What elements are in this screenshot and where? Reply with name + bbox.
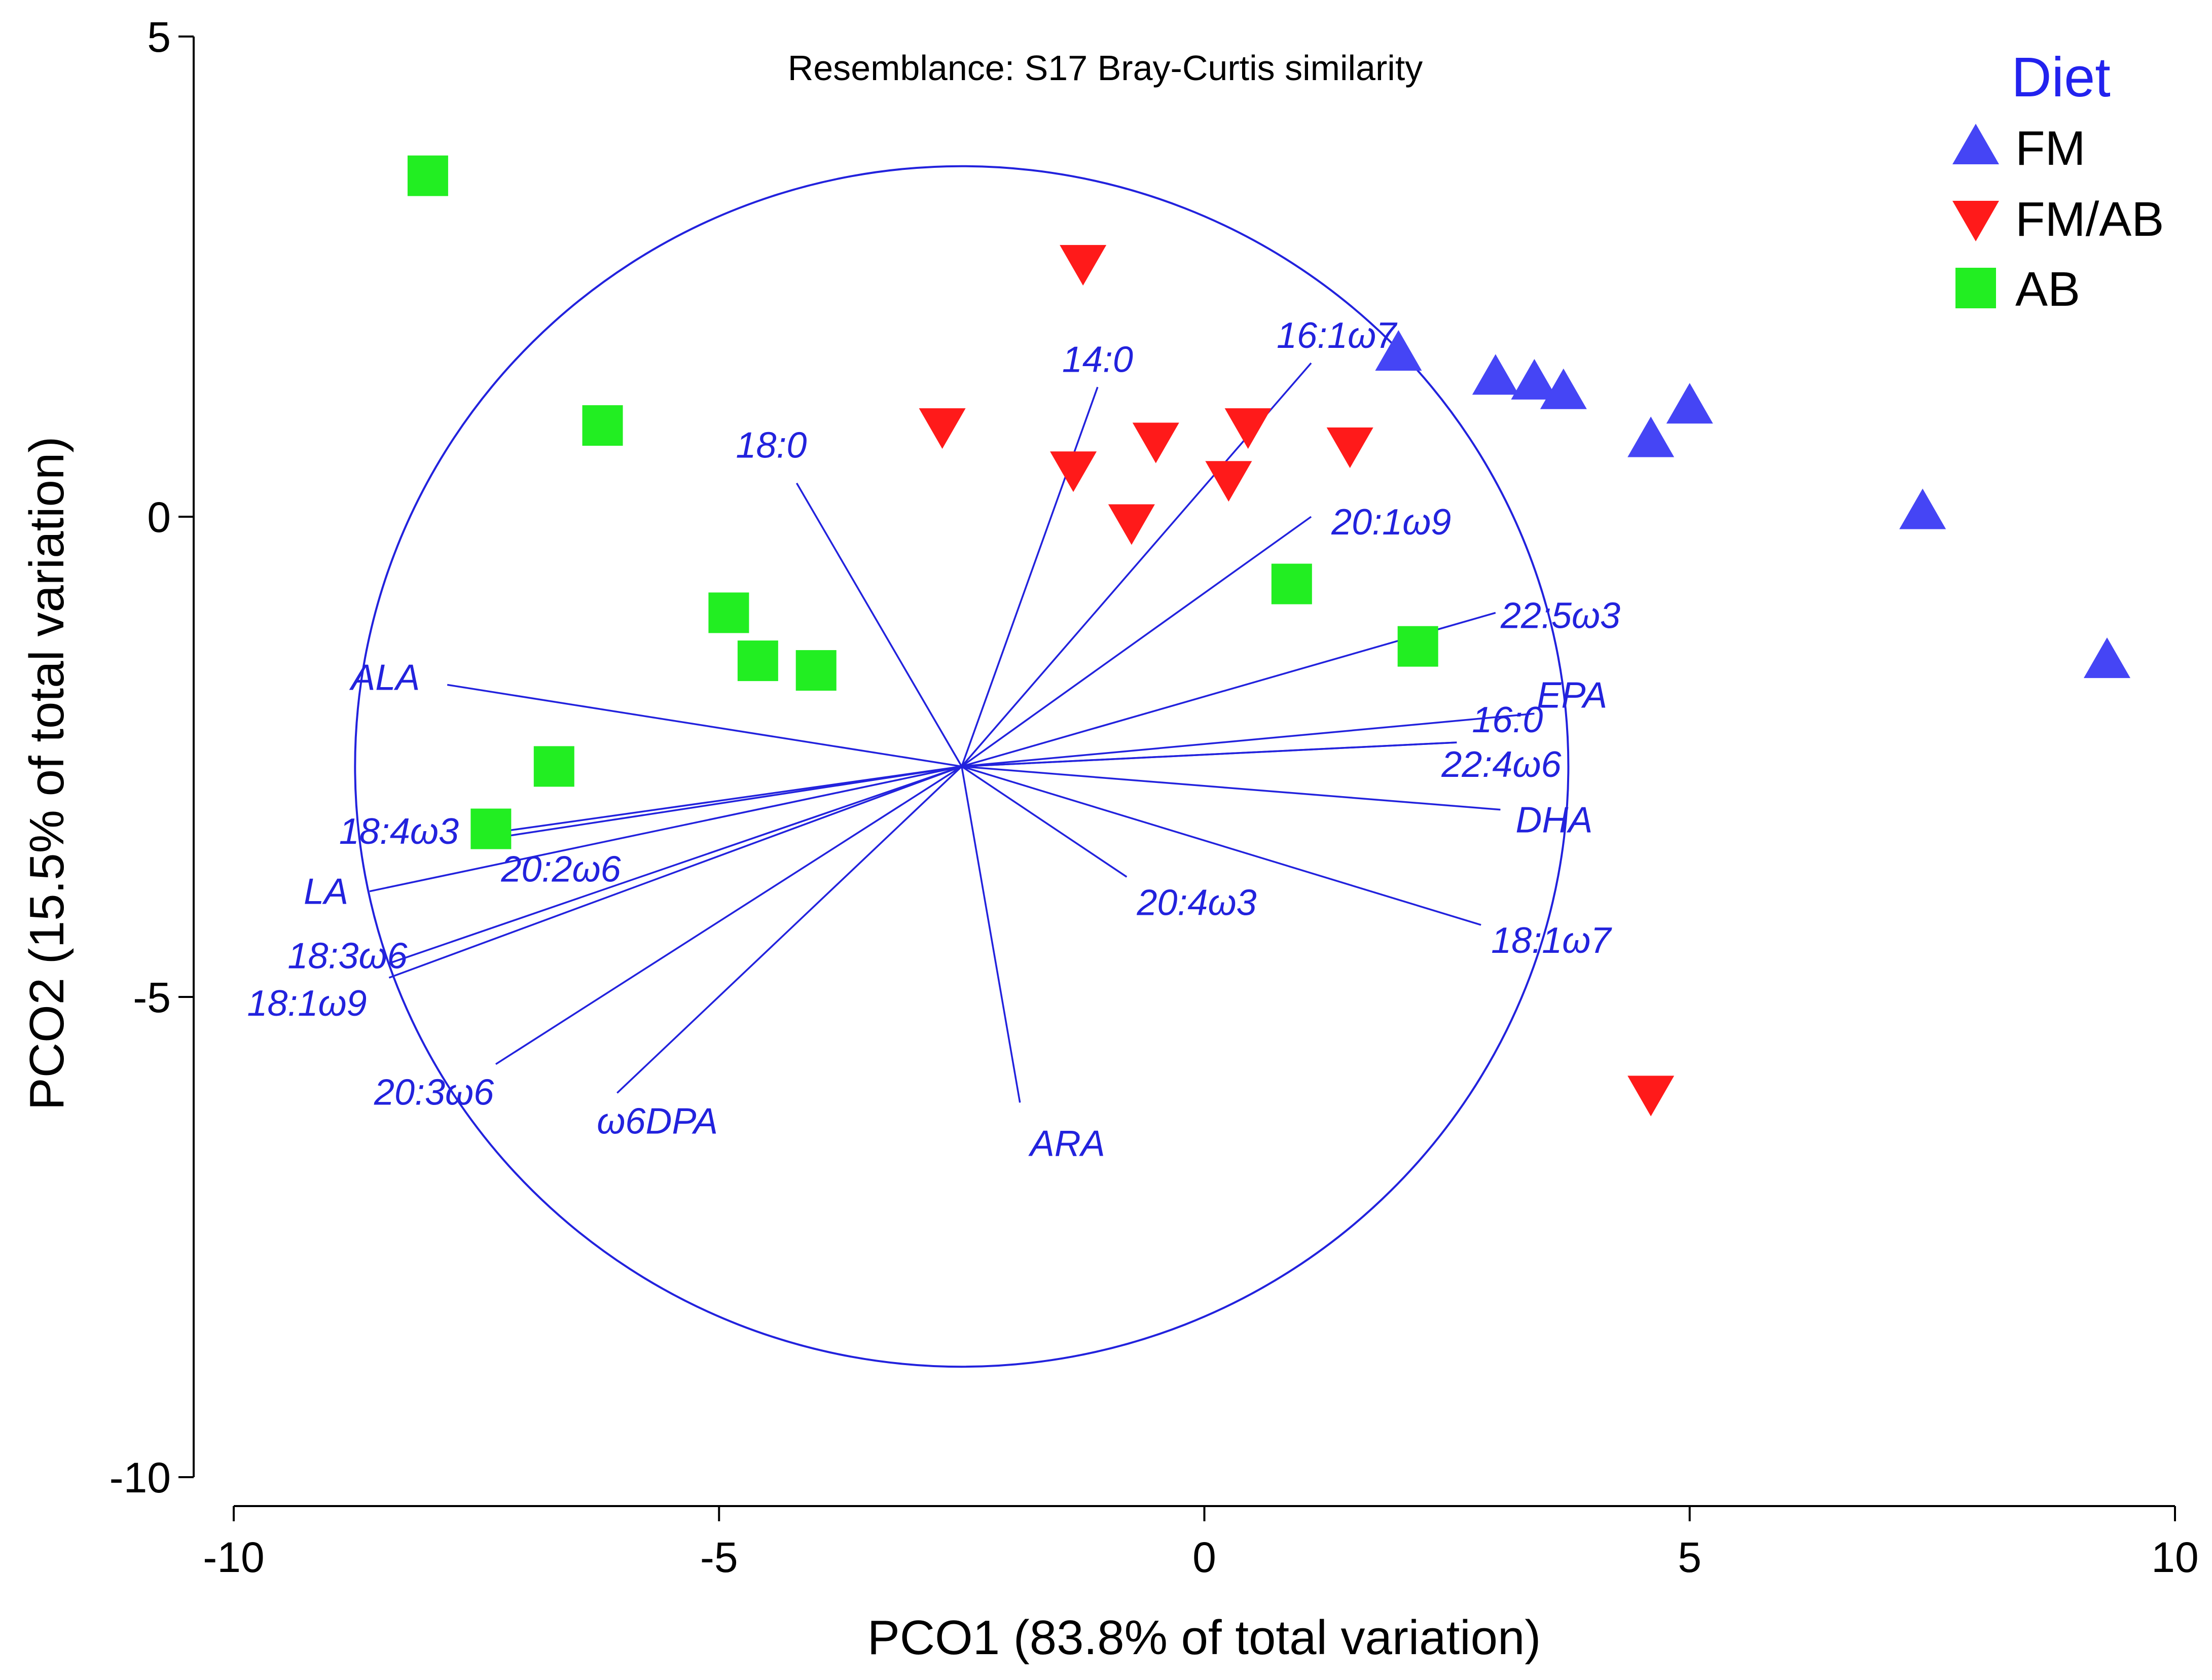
- correlation-circle: [354, 165, 1570, 1368]
- data-point: [533, 746, 574, 787]
- vector-line: [491, 765, 962, 840]
- data-point: [1060, 245, 1107, 286]
- vector-line: [388, 765, 962, 964]
- vector-line: [388, 765, 962, 979]
- y-axis-title: PCO2 (15.5% of total variation): [20, 437, 74, 1111]
- x-tick-label: 10: [2151, 1533, 2198, 1581]
- data-point: [582, 405, 623, 446]
- data-point: [1472, 354, 1519, 395]
- legend-title: Diet: [2011, 46, 2111, 109]
- vector-label: 18:3ω6: [287, 936, 408, 977]
- x-tick-label: 0: [1192, 1533, 1216, 1581]
- vector-label: 14:0: [1062, 339, 1133, 380]
- vector-label: 20:3ω6: [374, 1073, 494, 1113]
- data-point: [1108, 504, 1155, 545]
- legend-marker: [1952, 201, 1999, 241]
- x-tick-label: -5: [700, 1533, 738, 1581]
- vector-label: 16:0: [1472, 700, 1543, 740]
- vector-label: 18:1ω7: [1491, 920, 1612, 961]
- data-point: [1205, 461, 1252, 502]
- legend-label: AB: [2015, 262, 2080, 316]
- data-point: [407, 155, 448, 196]
- data-point: [1540, 368, 1587, 409]
- data-point: [1397, 626, 1438, 667]
- vector-label: ALA: [349, 657, 420, 698]
- series-fm: [1375, 330, 2130, 678]
- data-points: [407, 155, 2130, 1117]
- y-tick-label: 0: [147, 493, 171, 541]
- vector-line: [961, 712, 1535, 768]
- vector-line: [961, 741, 1457, 768]
- vector-label: LA: [304, 872, 348, 912]
- data-point: [708, 592, 749, 633]
- vector-line: [961, 765, 1481, 926]
- vector-line: [495, 765, 962, 1065]
- vector-line: [961, 766, 1021, 1103]
- vector-label: 20:2ω6: [500, 849, 621, 889]
- legend-label: FM/AB: [2015, 192, 2164, 246]
- data-point: [1627, 416, 1675, 457]
- vector-label: EPA: [1537, 675, 1607, 716]
- vector-line: [961, 516, 1312, 767]
- x-tick-label: 5: [1678, 1533, 1701, 1581]
- vector-label: DHA: [1515, 800, 1592, 841]
- data-point: [1224, 408, 1272, 449]
- y-tick-label: -5: [133, 974, 171, 1021]
- vector-label: 22:4ω6: [1441, 744, 1562, 785]
- vector-label: 22:5ω3: [1500, 595, 1620, 636]
- data-point: [795, 650, 837, 691]
- vector-line: [447, 684, 962, 768]
- vector-label: 20:4ω3: [1136, 882, 1256, 923]
- vector-line: [961, 765, 1128, 878]
- x-tick-label: -10: [203, 1533, 264, 1581]
- y-tick-label: -10: [110, 1454, 171, 1502]
- legend-label: FM: [2015, 121, 2086, 175]
- legend-marker: [1955, 268, 1996, 308]
- data-point: [2083, 637, 2130, 678]
- series-ab: [407, 155, 1438, 849]
- data-point: [1627, 1076, 1675, 1117]
- vector-line: [795, 482, 963, 767]
- vector-label: 18:1ω9: [247, 983, 367, 1024]
- vector-line: [961, 386, 1099, 767]
- data-point: [1666, 383, 1713, 424]
- axes: -10 -5 0 5 10 5 0 -5 -10: [110, 13, 2199, 1581]
- vector-line: [369, 765, 962, 892]
- legend: Diet FM FM/AB AB: [1952, 46, 2164, 316]
- vector-label: 18:4ω3: [339, 811, 459, 852]
- x-axis-title: PCO1 (83.8% of total variation): [867, 1611, 1541, 1665]
- vector-label: 18:0: [736, 425, 807, 466]
- data-point: [1271, 563, 1312, 604]
- data-point: [919, 408, 966, 449]
- y-tick-label: 5: [147, 13, 171, 61]
- data-point: [1326, 427, 1373, 468]
- vector-line: [961, 765, 1501, 811]
- data-point: [1511, 359, 1558, 400]
- legend-marker: [1952, 124, 1999, 164]
- data-point: [1050, 451, 1097, 492]
- series-fm-ab: [919, 245, 1675, 1117]
- data-point: [1375, 330, 1422, 371]
- data-point: [1899, 488, 1946, 529]
- vector-label: 16:1ω7: [1277, 315, 1398, 356]
- vector-line: [486, 765, 962, 835]
- vector-label: ω6DPA: [597, 1101, 718, 1141]
- data-point: [1132, 422, 1179, 463]
- data-point: [737, 640, 778, 682]
- data-point: [470, 808, 512, 849]
- vector-line: [617, 766, 963, 1094]
- chart-title: Resemblance: S17 Bray-Curtis similarity: [788, 48, 1423, 88]
- vector-label: ARA: [1028, 1123, 1105, 1164]
- vector-label: 20:1ω9: [1331, 502, 1451, 543]
